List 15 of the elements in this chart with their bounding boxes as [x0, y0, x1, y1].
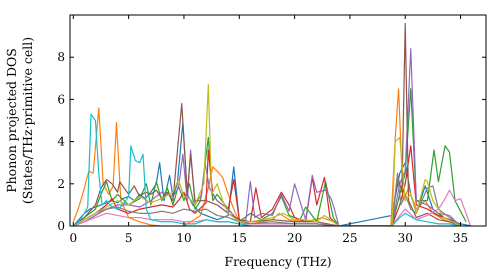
x-axis-title: Frequency (THz) [224, 254, 332, 269]
x-tick-label: 30 [398, 231, 413, 245]
x-tick-label: 20 [286, 231, 302, 245]
y-axis-title: Phonon projected DOS (States/THz·primitive cell) [4, 36, 35, 204]
x-tick-label: 15 [232, 231, 247, 245]
x-tick-label: 10 [176, 231, 192, 245]
y-tick-label: 0 [57, 219, 65, 233]
y-tick-label: 8 [57, 50, 65, 64]
y-tick-label: 2 [57, 176, 65, 191]
x-tick-label: 5 [124, 231, 132, 245]
y-tick-label: 4 [57, 134, 66, 149]
x-tick-label: 35 [452, 231, 468, 245]
x-tick-label: 25 [342, 231, 358, 245]
y-tick-label: 6 [57, 92, 65, 106]
x-tick-label: 0 [70, 231, 78, 245]
